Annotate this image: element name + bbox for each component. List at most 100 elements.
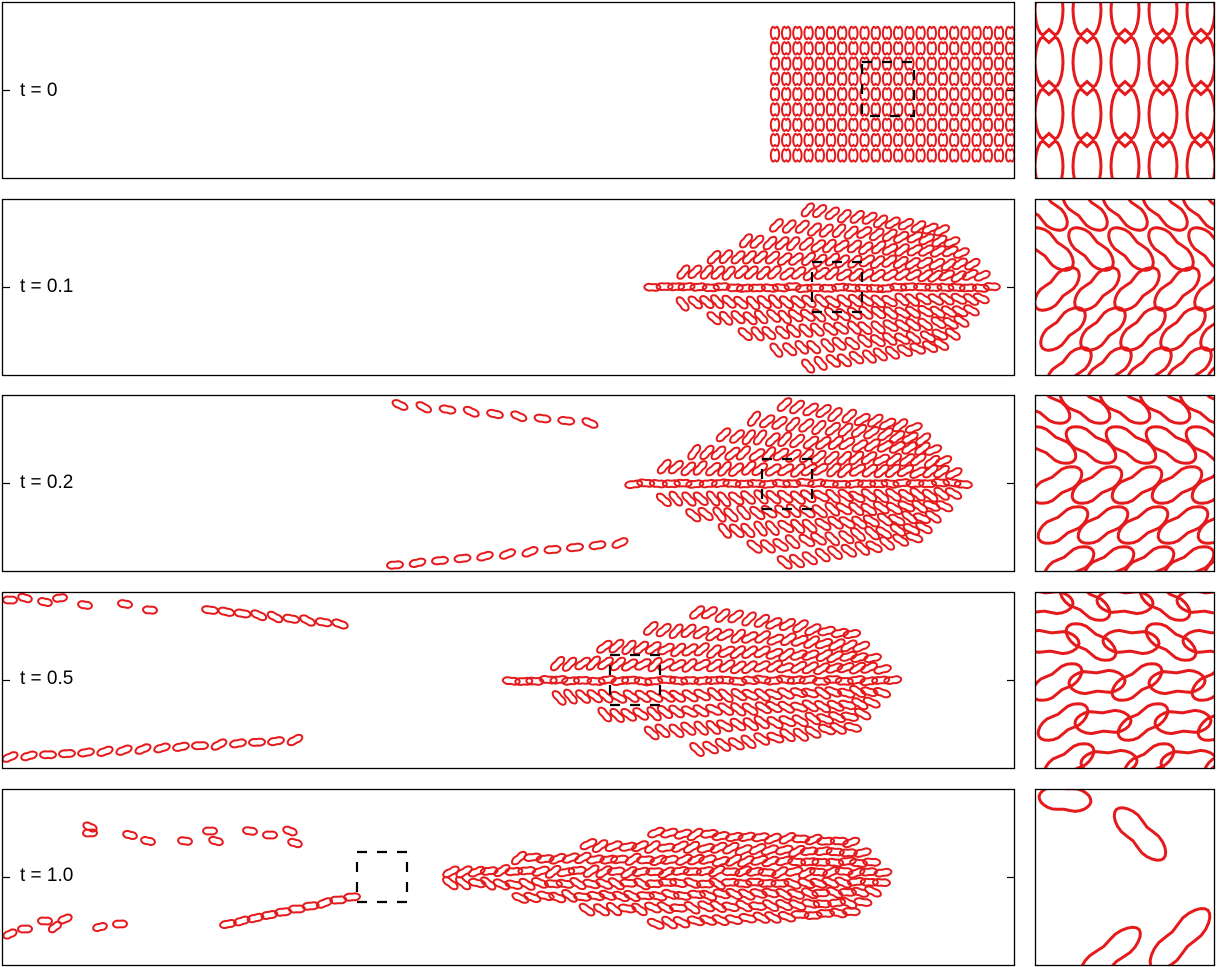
vesicle-cell [948, 40, 960, 56]
vesicle-cell [314, 617, 333, 628]
vesicle-cell [833, 321, 850, 335]
vesicle-cell [16, 924, 34, 934]
vesicle-cell [597, 706, 613, 723]
vesicle-cell [591, 839, 609, 853]
vesicle-cell [47, 920, 63, 934]
vesicle-cell [738, 912, 757, 924]
vesicle-cell [843, 225, 859, 240]
vesicle-cell [867, 413, 884, 428]
vesicle-cell [813, 662, 831, 676]
vesicle-cell [201, 826, 219, 836]
vesicle-cell [740, 522, 756, 539]
zoom-panel-frame [1034, 591, 1216, 770]
vesicle-cell [797, 877, 816, 890]
zoom-panel [1034, 198, 1216, 377]
vesicle-cell [1147, 226, 1195, 272]
vesicle-cell [825, 148, 837, 163]
vesicle-cell [1181, 628, 1215, 654]
vesicle-cell [329, 895, 348, 905]
vesicle-cell [971, 283, 990, 293]
vesicle-cell [77, 747, 95, 758]
vesicle-cell [926, 40, 938, 56]
vesicle-cell [892, 86, 904, 102]
vesicle-cell [904, 56, 915, 71]
vesicle-cell [1083, 545, 1136, 572]
vesicle-cell [780, 86, 792, 102]
vesicle-cell [549, 655, 566, 672]
vesicle-cell [745, 295, 761, 311]
vesicle-cell [705, 462, 722, 477]
vesicle-cell [861, 211, 878, 225]
vesicle-cell [872, 347, 888, 362]
vesicle-cell [870, 56, 882, 71]
vesicle-cell [859, 40, 870, 56]
vesicle-cell [840, 543, 858, 558]
vesicle-cell [769, 117, 781, 133]
vesicle-cell [940, 305, 958, 318]
vesicle-cell [924, 444, 943, 456]
vesicle-cell [958, 283, 977, 293]
vesicle-cell [785, 323, 802, 339]
vesicle-cell [882, 228, 898, 242]
vesicle-cell [859, 25, 870, 41]
vesicle-cell [728, 491, 745, 506]
vesicle-cell [675, 853, 693, 866]
vesicle-cell [894, 292, 910, 307]
vesicle-cell [710, 445, 727, 461]
vesicle-cell [780, 25, 792, 41]
vesicle-cell [134, 743, 152, 755]
vesicle-cell [825, 40, 837, 56]
vesicle-cell [1070, 465, 1124, 505]
vesicle-cell [736, 504, 752, 521]
vesicle-cell [762, 235, 778, 251]
vesicle-cell [1144, 425, 1198, 465]
vesicle-cell [141, 605, 159, 615]
vesicle-cell [915, 86, 926, 102]
vesicle-cell [945, 467, 963, 480]
vesicle-cell [1138, 395, 1192, 425]
vesicle-cell [825, 488, 841, 504]
vesicle-cell [776, 555, 793, 570]
vesicle-cell [698, 478, 718, 489]
vesicle-cell [824, 266, 840, 281]
vesicle-cell [792, 102, 803, 117]
panel-row: t = 0.1 [1, 198, 1216, 377]
vesicle-cell [514, 676, 534, 687]
vesicle-cell [921, 488, 939, 503]
vesicle-cell [911, 499, 928, 514]
vesicle-cell [777, 309, 793, 325]
vesicle-cell [872, 500, 890, 515]
vesicle-cell [567, 865, 587, 876]
vesicle-cell [752, 674, 772, 685]
vesicle-cell [785, 503, 802, 519]
vesicle-cell [859, 71, 870, 87]
vesicle-cell [982, 56, 994, 71]
vesicle-cell [769, 86, 781, 102]
vesicle-cell [622, 689, 640, 703]
vesicle-cell [896, 464, 915, 478]
vesicle-cell [1004, 102, 1015, 117]
vesicle-cell [725, 283, 744, 293]
vesicle-cell [673, 828, 693, 840]
vesicle-cell [912, 512, 931, 524]
vesicle-cell [853, 707, 872, 721]
vesicle-cell [848, 148, 859, 163]
vesicle-cell [756, 295, 772, 310]
vesicle-cell [680, 675, 700, 685]
vesicle-cell [754, 688, 771, 702]
vesicle-cell [993, 117, 1005, 133]
vesicle-cell [858, 254, 875, 268]
vesicle-cell [814, 117, 826, 133]
vesicle-cell [926, 148, 938, 163]
vesicle-cell [634, 689, 652, 704]
vesicle-cell [1079, 748, 1139, 769]
vesicle-cell [709, 900, 727, 914]
vesicle-cell [722, 478, 742, 488]
vesicle-cell [938, 292, 955, 306]
vesicle-cell [682, 866, 702, 877]
vesicle-cell [667, 459, 684, 475]
vesicle-cell [741, 660, 758, 674]
vesicle-cell [1123, 742, 1176, 769]
vesicle-cell [775, 662, 795, 674]
vesicle-cell [779, 267, 796, 281]
